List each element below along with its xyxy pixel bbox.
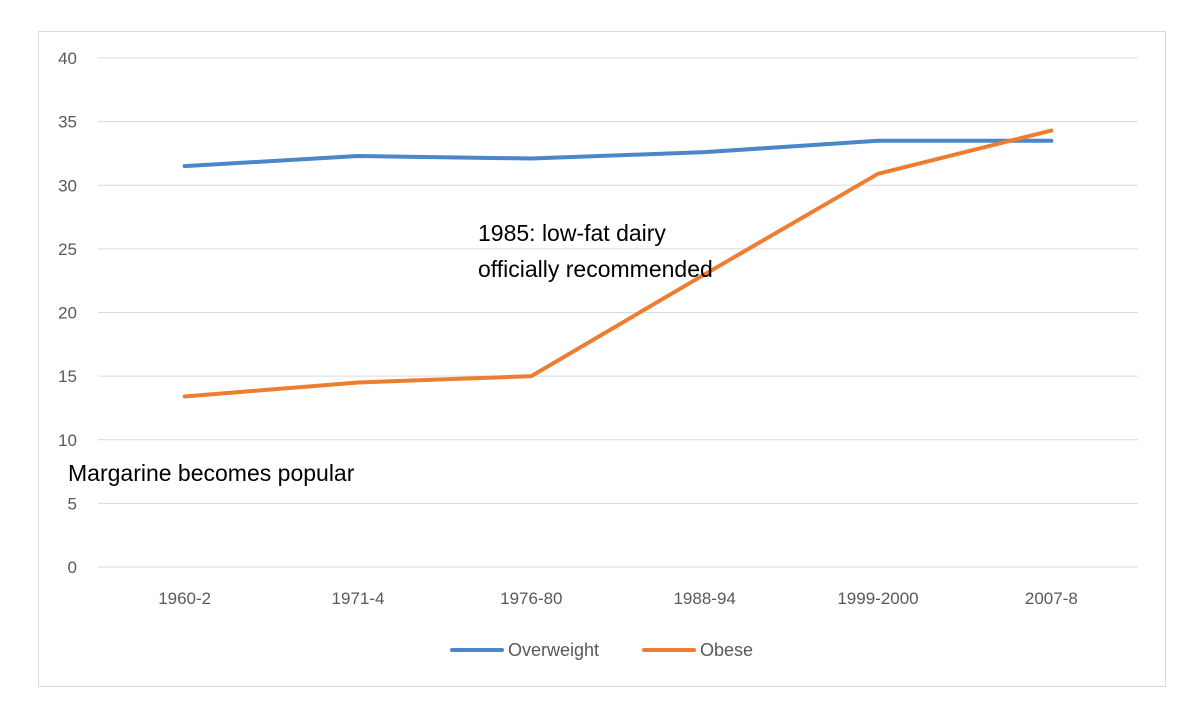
x-axis-tick-labels: 1960-2 1971-4 1976-80 1988-94 1999-2000 2007-… <box>158 589 1078 608</box>
legend: Overweight Obese <box>450 640 753 660</box>
gridlines <box>98 57 1138 568</box>
annotation-line: officially recommended <box>478 256 713 282</box>
x-tick-label: 1999-2000 <box>837 589 918 608</box>
legend-item-overweight: Overweight <box>450 640 599 660</box>
series-line-overweight <box>182 138 1054 169</box>
x-tick-label: 1988-94 <box>673 589 735 608</box>
y-tick-label: 40 <box>58 49 77 68</box>
legend-label-overweight: Overweight <box>508 640 599 660</box>
legend-item-obese: Obese <box>642 640 753 660</box>
y-tick-label: 10 <box>58 431 77 450</box>
y-tick-label: 5 <box>68 494 77 513</box>
y-tick-label: 0 <box>68 558 77 577</box>
y-tick-label: 15 <box>58 367 77 386</box>
x-tick-label: 1971-4 <box>332 589 385 608</box>
annotation-low-fat-dairy: 1985: low-fat dairy officially recommend… <box>478 220 713 282</box>
x-tick-label: 2007-8 <box>1025 589 1078 608</box>
y-tick-label: 30 <box>58 176 77 195</box>
x-tick-label: 1976-80 <box>500 589 562 608</box>
y-tick-label: 20 <box>58 304 77 323</box>
legend-label-obese: Obese <box>700 640 753 660</box>
chart-frame <box>38 31 1166 687</box>
y-axis-tick-labels: 0 5 10 15 20 25 30 35 40 <box>58 49 77 577</box>
y-tick-label: 25 <box>58 240 77 259</box>
annotation-line: Margarine becomes popular <box>68 460 355 486</box>
series-line-obese <box>182 128 1054 399</box>
annotation-margarine: Margarine becomes popular <box>68 460 355 486</box>
y-tick-label: 35 <box>58 113 77 132</box>
annotation-line: 1985: low-fat dairy <box>478 220 666 246</box>
series-lines <box>182 128 1054 399</box>
x-tick-label: 1960-2 <box>158 589 211 608</box>
